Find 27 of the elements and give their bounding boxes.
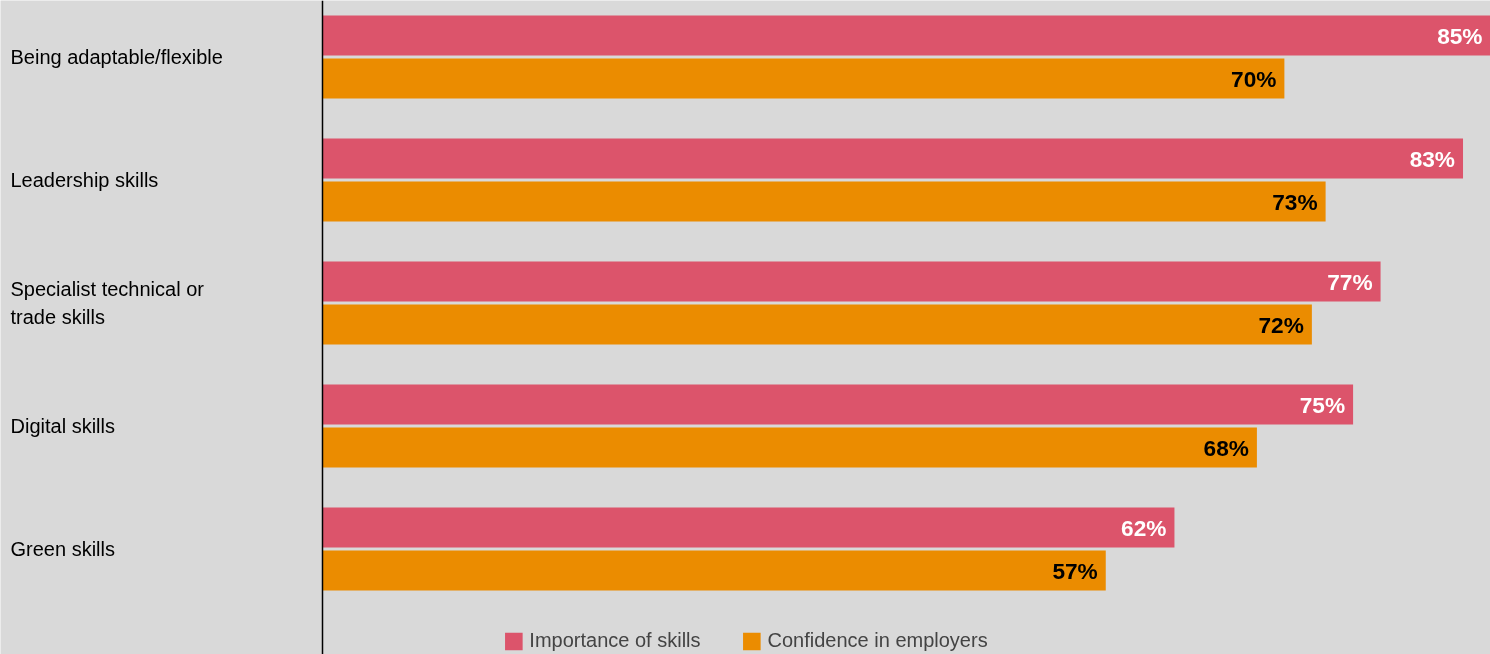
legend-label: Importance of skills [529,629,701,652]
bar [322,181,1326,222]
bar [322,261,1381,302]
bar [322,427,1257,468]
bar [322,58,1285,99]
legend-label: Confidence in employers [767,629,988,652]
y-tick-label: Being adaptable/flexible [10,46,223,69]
data-label: 75% [1299,391,1346,418]
bar [322,15,1490,56]
data-label: 68% [1203,434,1249,461]
y-tick-label: Leadership skills [10,169,159,192]
bar [322,138,1464,179]
data-label: 62% [1121,514,1167,541]
y-tick-label: Digital skills [10,415,115,438]
data-label: 85% [1437,22,1483,49]
bar [322,304,1312,345]
y-tick-label: Green skills [10,538,115,561]
bar [322,507,1175,548]
bar [322,384,1354,425]
y-tick-label: Specialist technical or trade skills [10,277,205,329]
data-label: 83% [1409,145,1456,172]
data-label: 77% [1327,268,1373,295]
data-label: 70% [1231,65,1277,92]
data-label: 72% [1258,311,1304,338]
bar [322,550,1106,591]
data-label: 57% [1052,557,1098,584]
data-label: 73% [1272,188,1318,215]
